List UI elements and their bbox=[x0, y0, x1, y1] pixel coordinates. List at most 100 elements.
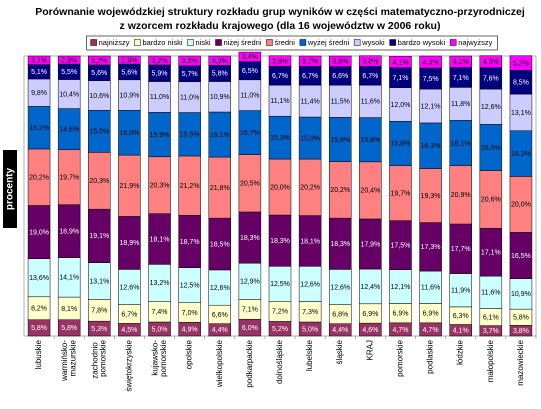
data-label: 3,8% bbox=[362, 58, 378, 65]
data-label: 5,0% bbox=[302, 326, 318, 333]
chart-title: Porównanie wojewódzkiej struktury rozkła… bbox=[35, 6, 525, 18]
bar-segment bbox=[268, 55, 292, 67]
x-tick-label-line: dolnośląskie bbox=[275, 339, 284, 384]
x-tick-label-line: łódzkie bbox=[456, 339, 465, 364]
data-label: 5,3% bbox=[91, 326, 107, 333]
data-label: 5,6% bbox=[121, 69, 137, 76]
legend-swatch bbox=[90, 39, 97, 46]
data-label: 4,4% bbox=[332, 327, 348, 334]
data-label: 5,1% bbox=[31, 69, 47, 76]
data-label: 4,1% bbox=[453, 59, 469, 66]
data-label: 11,0% bbox=[180, 95, 199, 102]
data-label: 7,0% bbox=[182, 310, 198, 317]
x-tick-label: lubuskie bbox=[34, 339, 43, 369]
x-tick-label-line: opolskie bbox=[185, 339, 194, 369]
x-tick-label: zachodnio pomorskie bbox=[90, 339, 107, 378]
data-label: 20,3% bbox=[150, 183, 170, 190]
bar-segment bbox=[359, 55, 382, 67]
data-label: 21,8% bbox=[210, 185, 230, 192]
x-tick-label: kujawsko-pomorskie bbox=[151, 339, 168, 376]
data-label: 12,5% bbox=[270, 281, 290, 288]
legend-label: bardzo wysoki bbox=[398, 38, 446, 47]
data-label: 7,1% bbox=[453, 75, 469, 82]
data-label: 4,7% bbox=[423, 327, 439, 334]
data-label: 6,5% bbox=[242, 68, 258, 75]
bar-segment bbox=[208, 55, 232, 66]
x-tick-label-line: śląskie bbox=[335, 339, 344, 364]
data-label: 17,1% bbox=[481, 249, 501, 256]
data-label: 11,0% bbox=[240, 93, 259, 100]
data-label: 13,2% bbox=[150, 280, 170, 287]
x-tick-label: śląskie bbox=[335, 339, 344, 364]
x-tick-label: opolskie bbox=[185, 339, 194, 369]
data-label: 10,9% bbox=[119, 92, 139, 99]
data-label: 11,6% bbox=[421, 285, 440, 292]
data-label: 4,3% bbox=[423, 59, 439, 66]
bar-segment bbox=[479, 55, 503, 69]
chart-title: z wzorcem rozkładu krajowego (dla 16 woj… bbox=[120, 20, 441, 32]
data-label: 6,9% bbox=[362, 311, 378, 318]
x-tick-label: pomorskie bbox=[396, 339, 405, 376]
data-label: 6,9% bbox=[392, 311, 408, 318]
bar-segment bbox=[118, 55, 141, 65]
data-label: 6,7% bbox=[302, 73, 318, 80]
x-tick-label-line: KRAJ bbox=[365, 340, 374, 360]
data-label: 15,9% bbox=[150, 132, 170, 139]
data-label: 15,7% bbox=[240, 130, 260, 137]
data-label: 19,1% bbox=[89, 233, 109, 240]
data-label: 5,0% bbox=[152, 326, 168, 333]
bar-segment bbox=[419, 55, 442, 69]
data-label: 19,7% bbox=[59, 174, 79, 181]
legend-label: wyżej średni bbox=[307, 38, 350, 47]
bar-segment bbox=[148, 55, 171, 66]
data-label: 5,8% bbox=[212, 71, 228, 78]
data-label: 18,3% bbox=[330, 241, 350, 248]
data-label: 4,1% bbox=[453, 328, 469, 335]
data-label: 12,4% bbox=[360, 284, 380, 291]
data-label: 7,6% bbox=[483, 76, 499, 83]
data-label: 6,6% bbox=[212, 312, 228, 319]
data-label: 15,0% bbox=[300, 135, 320, 142]
data-label: 12,1% bbox=[421, 103, 441, 110]
data-label: 5,2% bbox=[513, 60, 529, 67]
x-tick-label: podlaskie bbox=[426, 339, 435, 373]
data-label: 20,2% bbox=[300, 185, 320, 192]
data-label: 20,4% bbox=[360, 188, 380, 195]
legend-swatch bbox=[187, 39, 194, 46]
data-label: 12,6% bbox=[210, 285, 230, 292]
data-label: 12,5% bbox=[180, 283, 200, 290]
legend-label: najwyższy bbox=[458, 38, 492, 47]
data-label: 5,7% bbox=[182, 71, 198, 78]
bar-segment bbox=[298, 55, 322, 67]
data-label: 16,3% bbox=[421, 143, 441, 150]
y-axis-label-box bbox=[3, 150, 17, 228]
bar-segment bbox=[57, 55, 81, 65]
data-label: 19,7% bbox=[391, 190, 411, 197]
data-label: 11,0% bbox=[150, 94, 169, 101]
data-label: 16,1% bbox=[451, 140, 471, 147]
x-tick-label: lubelskie bbox=[305, 339, 314, 371]
x-tick-label-line: małopolskie bbox=[486, 339, 495, 382]
x-tick-label: łódzkie bbox=[456, 339, 465, 364]
bar-segment bbox=[449, 55, 472, 68]
data-label: 12,6% bbox=[300, 281, 320, 288]
data-label: 15,3% bbox=[270, 135, 290, 142]
data-label: 16,0% bbox=[119, 130, 139, 137]
legend-swatch bbox=[134, 39, 141, 46]
data-label: 18,3% bbox=[270, 238, 290, 245]
data-label: 7,2% bbox=[272, 309, 288, 316]
x-tick-label: mazowieckie bbox=[516, 339, 525, 385]
data-label: 20,2% bbox=[330, 187, 350, 194]
legend-swatch bbox=[353, 39, 361, 46]
legend-swatch bbox=[266, 39, 273, 46]
bar-segment bbox=[509, 55, 533, 71]
data-label: 18,5% bbox=[210, 241, 230, 248]
data-label: 5,6% bbox=[91, 70, 107, 77]
data-label: 18,7% bbox=[180, 239, 200, 246]
bar-segment bbox=[178, 55, 201, 67]
data-label: 17,7% bbox=[451, 246, 471, 253]
legend-label: wysoki bbox=[361, 38, 385, 47]
data-label: 17,5% bbox=[391, 242, 411, 249]
x-tick-label-line: lubuskie bbox=[34, 339, 43, 369]
